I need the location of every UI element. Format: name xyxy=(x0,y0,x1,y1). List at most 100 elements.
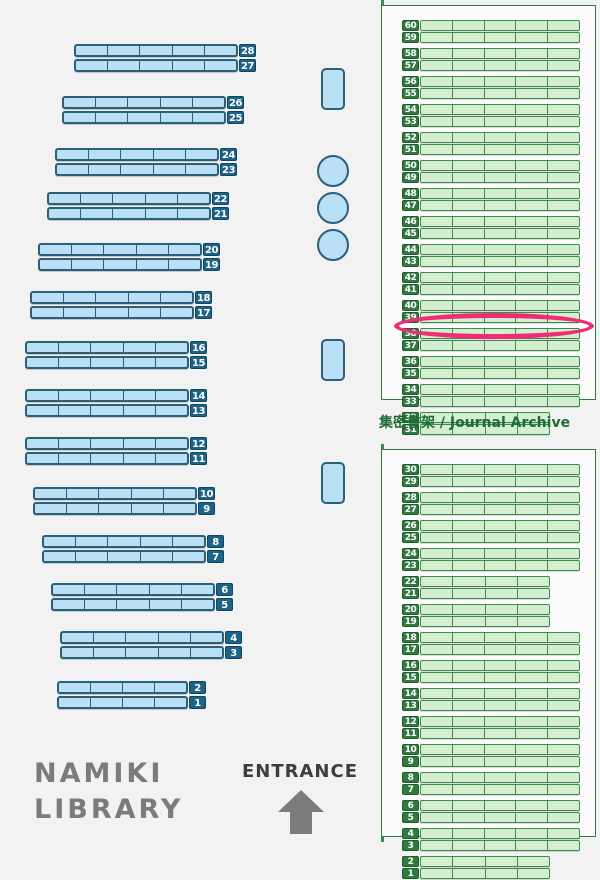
reading-table-rect-icon[interactable] xyxy=(321,462,345,504)
archive-bar[interactable] xyxy=(420,160,580,171)
open-stack-pair[interactable]: 14 13 xyxy=(25,389,207,417)
archive-row[interactable]: 45 xyxy=(402,228,580,239)
open-stack-bar[interactable] xyxy=(47,207,211,220)
archive-bar[interactable] xyxy=(420,728,580,739)
open-stack-row[interactable]: 6 xyxy=(51,583,233,596)
reading-table-rect-icon[interactable] xyxy=(321,339,345,381)
archive-bar[interactable] xyxy=(420,548,580,559)
open-stack-bar[interactable] xyxy=(38,243,202,256)
archive-row-highlighted[interactable]: 36 xyxy=(402,356,580,367)
archive-bar[interactable] xyxy=(420,784,580,795)
open-stack-row[interactable]: 13 xyxy=(25,404,207,417)
open-stack-bar[interactable] xyxy=(33,487,197,500)
open-stack-bar[interactable] xyxy=(55,148,219,161)
open-stack-row[interactable]: 5 xyxy=(51,598,233,611)
open-stack-row[interactable]: 23 xyxy=(55,163,237,176)
open-stack-row[interactable]: 8 xyxy=(42,535,224,548)
open-stack-bar[interactable] xyxy=(74,44,238,57)
archive-row[interactable]: 4 xyxy=(402,828,580,839)
open-stack-bar[interactable] xyxy=(47,192,211,205)
archive-bar[interactable] xyxy=(420,532,580,543)
archive-bar[interactable] xyxy=(420,144,580,155)
archive-bar[interactable] xyxy=(420,300,580,311)
open-stack-bar[interactable] xyxy=(62,111,226,124)
open-stack-bar[interactable] xyxy=(74,59,238,72)
archive-row[interactable]: 23 xyxy=(402,560,580,571)
archive-row[interactable]: 12 xyxy=(402,716,580,727)
archive-row[interactable]: 19 xyxy=(402,616,550,627)
archive-bar[interactable] xyxy=(420,476,580,487)
open-stack-pair[interactable]: 16 15 xyxy=(25,341,207,369)
open-stack-bar[interactable] xyxy=(57,696,188,709)
archive-bar[interactable] xyxy=(420,48,580,59)
open-stack-row[interactable]: 12 xyxy=(25,437,207,450)
open-stack-bar[interactable] xyxy=(57,681,188,694)
open-stack-bar[interactable] xyxy=(38,258,202,271)
archive-bar[interactable] xyxy=(420,132,580,143)
archive-row[interactable]: 30 xyxy=(402,464,580,475)
open-stack-bar[interactable] xyxy=(25,341,189,354)
archive-bar[interactable] xyxy=(420,368,580,379)
archive-bar[interactable] xyxy=(420,856,550,867)
archive-row[interactable]: 18 xyxy=(402,632,580,643)
archive-bar[interactable] xyxy=(420,340,580,351)
open-stack-row[interactable]: 10 xyxy=(33,487,215,500)
round-table-icon[interactable] xyxy=(317,192,349,224)
open-stack-bar[interactable] xyxy=(25,452,189,465)
archive-bar[interactable] xyxy=(420,76,580,87)
archive-row[interactable]: 35 xyxy=(402,368,580,379)
archive-row[interactable]: 22 xyxy=(402,576,550,587)
open-stack-row[interactable]: 18 xyxy=(30,291,212,304)
open-stack-bar[interactable] xyxy=(60,631,224,644)
open-stack-row[interactable]: 1 xyxy=(57,696,206,709)
open-stack-row[interactable]: 22 xyxy=(47,192,229,205)
archive-row[interactable]: 56 xyxy=(402,76,580,87)
archive-row[interactable]: 14 xyxy=(402,688,580,699)
open-stack-row[interactable]: 4 xyxy=(60,631,242,644)
archive-row[interactable]: 27 xyxy=(402,504,580,515)
archive-bar[interactable] xyxy=(420,716,580,727)
archive-bar[interactable] xyxy=(420,688,580,699)
archive-bar[interactable] xyxy=(420,772,580,783)
archive-bar[interactable] xyxy=(420,172,580,183)
archive-bar[interactable] xyxy=(420,588,550,599)
archive-bar[interactable] xyxy=(420,812,580,823)
open-stack-pair[interactable]: 22 21 xyxy=(47,192,229,220)
archive-row[interactable]: 7 xyxy=(402,784,580,795)
archive-row[interactable]: 1 xyxy=(402,868,550,879)
archive-row[interactable]: 46 xyxy=(402,216,580,227)
archive-row[interactable]: 53 xyxy=(402,116,580,127)
open-stack-row[interactable]: 21 xyxy=(47,207,229,220)
round-table-icon[interactable] xyxy=(317,229,349,261)
archive-row[interactable]: 44 xyxy=(402,244,580,255)
archive-row[interactable]: 41 xyxy=(402,284,580,295)
archive-row[interactable]: 32 xyxy=(402,412,550,423)
archive-row[interactable]: 51 xyxy=(402,144,580,155)
archive-row[interactable]: 38 xyxy=(402,328,580,339)
archive-row[interactable]: 16 xyxy=(402,660,580,671)
archive-row[interactable]: 21 xyxy=(402,588,550,599)
archive-bar[interactable] xyxy=(420,504,580,515)
archive-bar[interactable] xyxy=(420,328,580,339)
open-stack-pair[interactable]: 10 9 xyxy=(33,487,215,515)
archive-row[interactable]: 42 xyxy=(402,272,580,283)
archive-row[interactable]: 52 xyxy=(402,132,580,143)
archive-row[interactable]: 39 xyxy=(402,312,580,323)
archive-row[interactable]: 8 xyxy=(402,772,580,783)
open-stack-pair[interactable]: 12 11 xyxy=(25,437,207,465)
open-stack-pair[interactable]: 26 25 xyxy=(62,96,244,124)
archive-row[interactable]: 29 xyxy=(402,476,580,487)
archive-bar[interactable] xyxy=(420,660,580,671)
open-stack-row[interactable]: 24 xyxy=(55,148,237,161)
archive-row[interactable]: 28 xyxy=(402,492,580,503)
archive-bar[interactable] xyxy=(420,256,580,267)
archive-row[interactable]: 13 xyxy=(402,700,580,711)
open-stack-bar[interactable] xyxy=(51,583,215,596)
archive-bar[interactable] xyxy=(420,868,550,879)
archive-row[interactable]: 49 xyxy=(402,172,580,183)
open-stack-bar[interactable] xyxy=(25,356,189,369)
open-stack-bar[interactable] xyxy=(42,550,206,563)
archive-row[interactable]: 33 xyxy=(402,396,580,407)
open-stack-pair[interactable]: 28 27 xyxy=(74,44,256,72)
